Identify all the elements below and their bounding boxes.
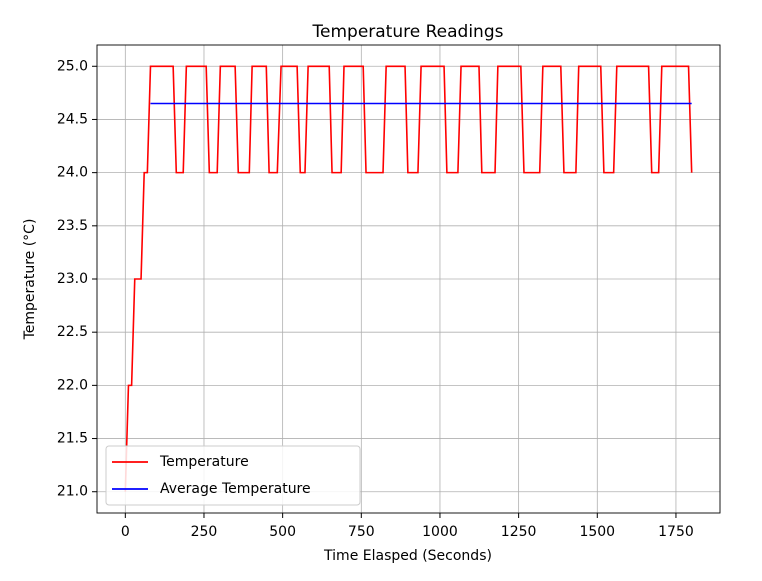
x-tick-label: 1250 (501, 524, 537, 540)
y-tick-label: 21.5 (57, 431, 88, 447)
plot-frame (96, 44, 721, 514)
x-tick-label: 0 (121, 524, 130, 540)
x-tick-label: 750 (348, 524, 375, 540)
x-tick-label: 500 (269, 524, 296, 540)
x-tick-label: 1500 (579, 524, 615, 540)
y-tick-label: 21.0 (57, 484, 88, 500)
y-tick-label: 23.0 (57, 271, 88, 287)
y-tick-label: 24.5 (57, 111, 88, 127)
x-tick-label: 1750 (658, 524, 694, 540)
y-tick-label: 25.0 (57, 58, 88, 74)
legend-box (105, 445, 361, 506)
chart-title: Temperature Readings (312, 22, 504, 42)
y-tick-label: 24.0 (57, 165, 88, 181)
legend-label: Average Temperature (160, 481, 311, 497)
legend-label: Temperature (159, 454, 249, 470)
x-tick-label: 250 (191, 524, 218, 540)
line-series (124, 65, 693, 492)
y-tick-label: 22.5 (57, 324, 88, 340)
x-tick-label: 1000 (422, 524, 458, 540)
y-axis-label: Temperature (°C) (22, 219, 38, 341)
x-axis-label: Time Elasped (Seconds) (323, 548, 492, 564)
y-tick-label: 23.5 (57, 218, 88, 234)
y-tick-label: 22.0 (57, 377, 88, 393)
